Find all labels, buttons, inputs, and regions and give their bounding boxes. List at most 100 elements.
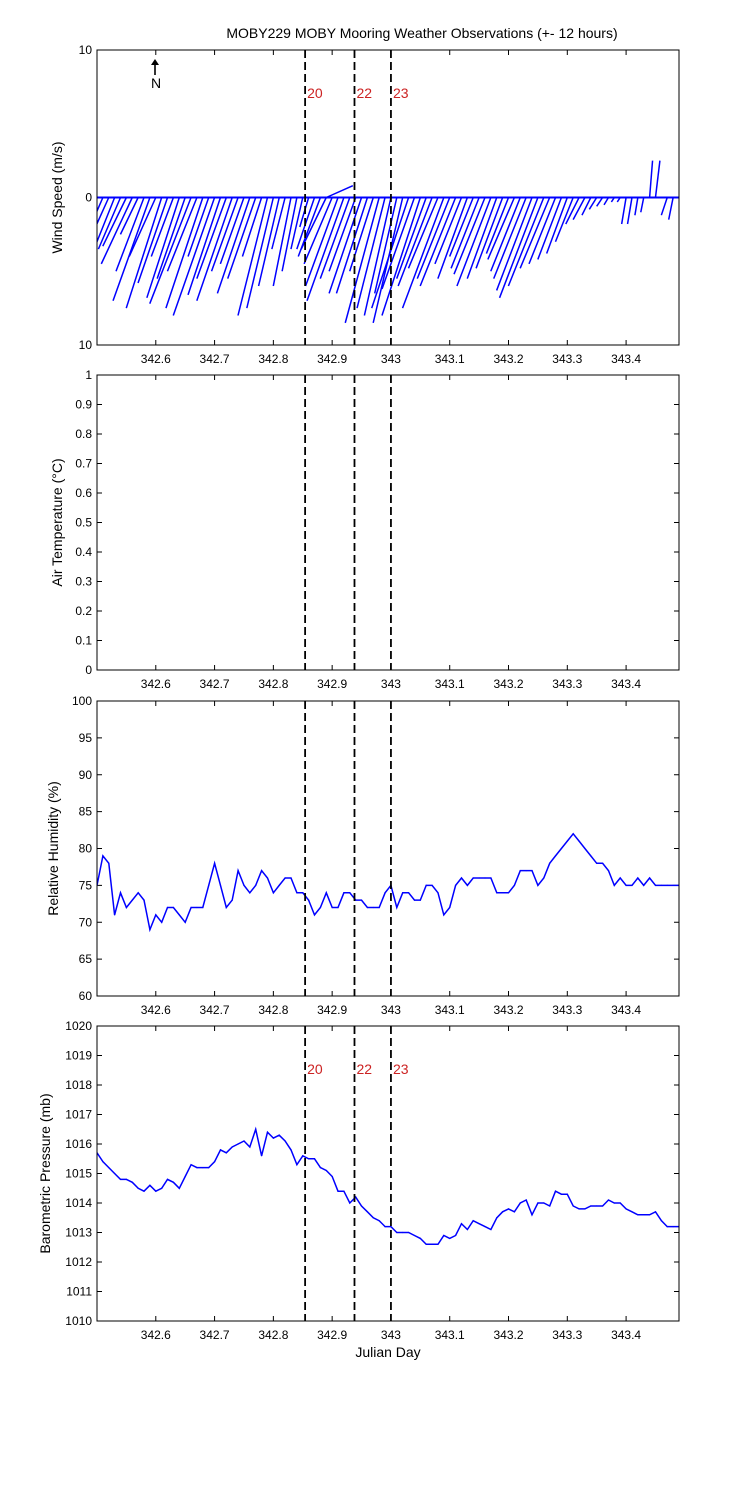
wind-vector [620, 197, 627, 225]
data-point [125, 1178, 127, 1180]
data-point [208, 1167, 210, 1169]
data-point [431, 1243, 433, 1245]
wind-vector [165, 197, 204, 309]
wind-vector [281, 197, 298, 272]
data-point [284, 1140, 286, 1142]
data-point [319, 1167, 321, 1169]
data-point [243, 1140, 245, 1142]
data-point [119, 1178, 122, 1180]
data-point [114, 1172, 116, 1175]
data-point [196, 906, 198, 909]
data-point [290, 877, 292, 879]
x-tick-label: 342.7 [200, 677, 230, 691]
data-point [325, 892, 327, 894]
data-point [490, 877, 492, 879]
data-point [372, 906, 374, 909]
y-tick-label: 1020 [65, 1019, 92, 1033]
data-point [455, 1234, 457, 1237]
data-point [672, 1226, 674, 1228]
data-point [601, 862, 604, 864]
data-point [443, 1234, 445, 1237]
wind-vector [237, 197, 269, 316]
data-point [278, 884, 280, 886]
data-point [166, 1178, 169, 1180]
panel-3: 342.6 342.7 342.8 342.9 343 343.1 343.2 343.3 34… [45, 694, 680, 1017]
y-tick-label: 90 [79, 768, 93, 782]
data-point [631, 1211, 633, 1213]
x-tick-label: 342.8 [258, 1003, 288, 1017]
y-tick-label: 1016 [65, 1137, 92, 1151]
x-tick-label: 343.1 [435, 677, 465, 691]
data-point [631, 884, 633, 886]
wind-vector [475, 197, 504, 269]
data-point [213, 1161, 216, 1163]
wind-vector [115, 197, 145, 272]
wind-vector [373, 197, 398, 294]
wind-vector [319, 197, 351, 279]
y-tick-label: 1013 [65, 1226, 92, 1240]
wind-vector [626, 197, 633, 225]
x-tick-label: 343.2 [493, 1003, 523, 1017]
north-label: N [151, 75, 161, 91]
data-point [261, 1155, 263, 1157]
panel-data [97, 832, 679, 933]
x-tick-label: 343.4 [611, 677, 641, 691]
wind-vector [407, 197, 439, 269]
data-point [560, 847, 563, 850]
data-point [560, 1193, 563, 1195]
x-tick-label: 342.9 [317, 677, 347, 691]
data-point [302, 892, 304, 894]
data-point [337, 906, 339, 909]
wind-vector [396, 197, 427, 279]
wind-vector [344, 197, 380, 324]
data-point [249, 892, 251, 894]
data-point [178, 914, 180, 916]
wind-vector [304, 197, 339, 287]
x-tick-label: 343.3 [552, 1003, 582, 1017]
data-point [449, 1237, 451, 1239]
data-point [313, 1158, 316, 1160]
data-point [513, 884, 515, 886]
data-point [143, 899, 145, 901]
wind-vector [487, 197, 516, 260]
data-point [666, 884, 668, 886]
wind-vector [196, 197, 228, 279]
y-tick-label: 80 [79, 842, 93, 856]
wind-vector [97, 197, 104, 213]
figure-title: MOBY229 MOBY Mooring Weather Observation… [226, 25, 617, 41]
x-tick-label: 343.1 [435, 1328, 465, 1342]
data-point [572, 833, 574, 835]
wind-vector [210, 197, 239, 272]
data-point [155, 1190, 157, 1192]
x-tick-label: 343 [381, 1328, 401, 1342]
x-tick-label: 342.7 [200, 1003, 230, 1017]
y-tick-label: 70 [79, 915, 93, 929]
data-point [372, 1217, 374, 1219]
wind-vector [610, 197, 615, 203]
data-point [654, 884, 657, 886]
data-point [490, 1228, 492, 1231]
data-point [266, 877, 269, 879]
panel-data [97, 160, 679, 324]
y-tick-label: 1014 [65, 1196, 92, 1210]
data-point [272, 1137, 274, 1139]
data-line [97, 1126, 679, 1246]
wind-vector [495, 197, 533, 291]
wind-vector [363, 197, 392, 316]
wind-vector [325, 185, 354, 199]
data-point [549, 1205, 551, 1207]
wind-vector [128, 197, 157, 257]
data-point [378, 1220, 380, 1222]
wind-vector [187, 197, 210, 257]
data-point [166, 906, 169, 909]
data-point [549, 862, 551, 864]
data-point [255, 884, 257, 886]
x-tick-label: 343.3 [552, 1328, 582, 1342]
wind-vector [150, 197, 175, 257]
wind-vector [196, 197, 233, 301]
data-point [249, 1146, 251, 1148]
wind-vector [448, 197, 474, 257]
wind-vector [149, 197, 192, 304]
data-point [402, 892, 404, 894]
